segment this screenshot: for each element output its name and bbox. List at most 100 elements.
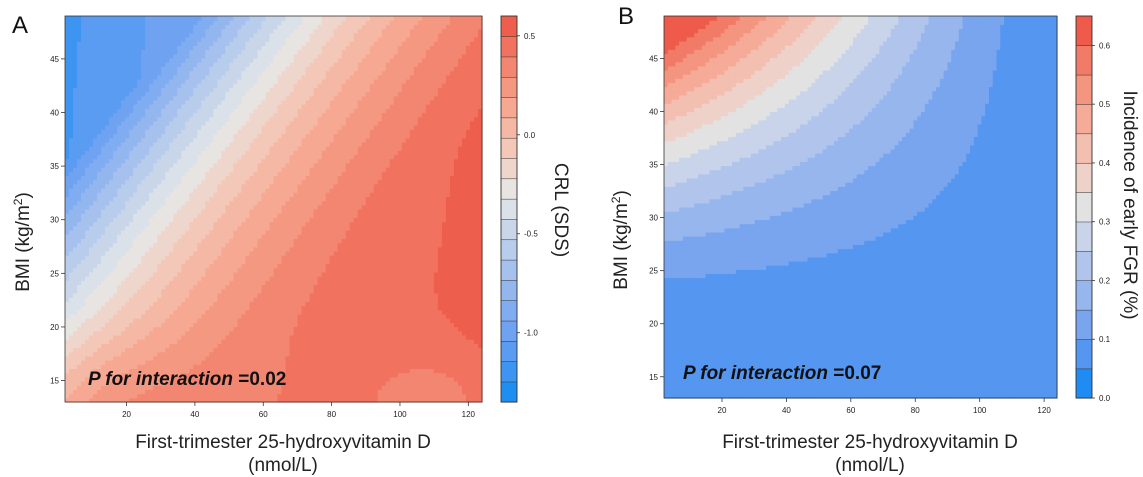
- contour-cell: [141, 217, 146, 223]
- contour-cell: [265, 368, 271, 374]
- contour-cell: [229, 263, 234, 269]
- contour-cell: [113, 355, 118, 361]
- contour-cell: [81, 351, 86, 357]
- contour-cell: [165, 62, 170, 67]
- contour-cell: [177, 99, 182, 105]
- contour-cell: [269, 351, 275, 357]
- contour-cell: [145, 326, 150, 332]
- contour-cell: [133, 368, 138, 374]
- contour-cell: [249, 259, 255, 265]
- contour-cell: [265, 95, 271, 101]
- contour-cell: [65, 271, 70, 277]
- contour-cell: [237, 263, 243, 269]
- contour-cell: [221, 32, 226, 38]
- contour-cell: [197, 313, 202, 319]
- contour-cell: [69, 292, 74, 298]
- contour-cell: [277, 255, 283, 260]
- contour-cell: [141, 57, 146, 63]
- contour-cell: [137, 217, 142, 223]
- contour-cell: [185, 292, 190, 298]
- contour-cell: [69, 45, 74, 51]
- contour-cell: [209, 313, 214, 319]
- contour-cell: [161, 355, 166, 361]
- contour-cell: [257, 162, 263, 168]
- contour-cell: [89, 385, 94, 391]
- contour-cell: [137, 221, 142, 227]
- contour-cell: [153, 343, 158, 349]
- contour-cell: [233, 238, 239, 244]
- contour-cell: [169, 217, 174, 223]
- contour-cell: [213, 20, 218, 25]
- contour-cell: [149, 280, 154, 286]
- contour-cell: [145, 162, 150, 168]
- contour-cell: [189, 389, 194, 395]
- contour-cell: [145, 20, 150, 25]
- contour-cell: [121, 45, 126, 51]
- contour-cell: [153, 381, 158, 386]
- contour-cell: [217, 133, 222, 139]
- contour-cell: [225, 99, 230, 105]
- contour-cell: [277, 120, 283, 126]
- contour-cell: [237, 297, 243, 302]
- contour-cell: [133, 95, 138, 101]
- contour-cell: [77, 20, 82, 25]
- contour-cell: [257, 78, 263, 84]
- contour-cell: [169, 95, 174, 101]
- contour-cell: [77, 108, 82, 114]
- contour-cell: [229, 16, 234, 21]
- contour-cell: [261, 171, 267, 177]
- contour-cell: [93, 246, 98, 252]
- contour-cell: [97, 162, 102, 168]
- contour-cell: [169, 99, 174, 105]
- contour-cell: [185, 137, 190, 143]
- contour-cell: [217, 200, 222, 206]
- contour-cell: [265, 309, 271, 315]
- contour-cell: [85, 364, 90, 370]
- contour-cell: [165, 196, 170, 202]
- contour-cell: [109, 204, 114, 210]
- contour-cell: [177, 83, 182, 88]
- contour-cell: [117, 87, 122, 93]
- contour-cell: [221, 120, 226, 126]
- contour-cell: [217, 16, 222, 21]
- contour-cell: [181, 305, 186, 311]
- contour-cell: [149, 343, 154, 349]
- contour-cell: [273, 36, 279, 42]
- contour-cell: [273, 20, 279, 25]
- contour-cell: [241, 209, 247, 214]
- contour-cell: [213, 250, 218, 256]
- contour-cell: [249, 53, 255, 59]
- contour-cell: [185, 225, 190, 231]
- contour-cell: [169, 376, 174, 382]
- contour-cell: [237, 45, 243, 51]
- contour-cell: [185, 309, 190, 315]
- contour-cell: [233, 104, 239, 109]
- contour-cell: [145, 154, 150, 160]
- contour-cell: [245, 129, 251, 135]
- contour-cell: [81, 99, 86, 105]
- contour-cell: [133, 259, 138, 265]
- contour-cell: [77, 162, 82, 168]
- contour-cell: [233, 125, 239, 130]
- contour-cell: [105, 104, 110, 109]
- contour-cell: [221, 267, 226, 273]
- contour-cell: [209, 280, 214, 286]
- contour-cell: [209, 104, 214, 109]
- contour-cell: [189, 309, 194, 315]
- contour-cell: [129, 141, 134, 147]
- contour-cell: [185, 313, 190, 319]
- contour-cell: [201, 116, 206, 122]
- contour-cell: [257, 116, 263, 122]
- contour-cell: [193, 242, 198, 248]
- contour-cell: [201, 49, 206, 55]
- contour-cell: [145, 217, 150, 223]
- contour-cell: [77, 246, 82, 252]
- contour-cell: [117, 301, 122, 307]
- contour-cell: [269, 83, 275, 88]
- contour-cell: [145, 221, 150, 227]
- contour-cell: [133, 267, 138, 273]
- contour-cell: [173, 171, 178, 177]
- contour-cell: [201, 70, 206, 76]
- contour-cell: [277, 74, 283, 80]
- contour-cell: [193, 120, 198, 126]
